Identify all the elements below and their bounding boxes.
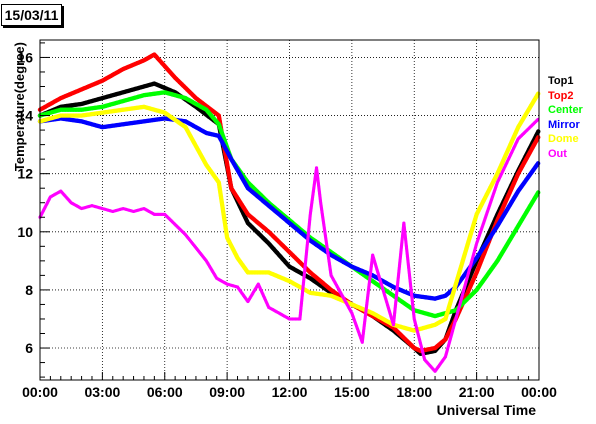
x-tick-label: 06:00: [147, 384, 183, 400]
data-point: [536, 190, 541, 195]
legend-item-center: Center: [548, 104, 583, 116]
x-tick-label: 09:00: [209, 384, 245, 400]
legend-item-out: Out: [548, 147, 567, 160]
x-tick-label: 03:00: [84, 384, 120, 400]
series-mirror: [37, 116, 541, 301]
legend-item-top1: Top1: [548, 75, 574, 87]
y-tick-label: 6: [25, 340, 33, 356]
x-tick-label: 21:00: [459, 384, 495, 400]
data-point: [536, 91, 541, 96]
data-point: [536, 129, 541, 134]
x-tick-label: 18:00: [396, 384, 432, 400]
y-tick-label: 10: [17, 224, 33, 240]
legend-item-top2: Top2: [548, 89, 574, 102]
legend: Top1 Top2 Center Mirror Dome Out: [548, 74, 594, 161]
y-tick-label: 14: [17, 108, 33, 124]
y-tick-label: 16: [17, 49, 33, 65]
y-tick-label: 8: [25, 282, 33, 298]
y-tick-label: 12: [17, 166, 33, 182]
data-point: [536, 135, 541, 140]
x-tick-label: 00:00: [521, 384, 557, 400]
series-out: [38, 117, 540, 373]
x-tick-label: 15:00: [334, 384, 370, 400]
series-dome: [37, 91, 541, 333]
legend-item-dome: Dome: [548, 133, 579, 145]
legend-item-mirror: Mirror: [548, 118, 580, 131]
x-tick-label: 12:00: [272, 384, 308, 400]
data-point: [535, 161, 541, 166]
x-tick-label: 00:00: [22, 384, 58, 400]
y-axis-label: Temperature(degree): [12, 42, 27, 171]
x-axis-label: Universal Time: [437, 402, 537, 418]
date-label: 15/03/11: [1, 4, 62, 26]
